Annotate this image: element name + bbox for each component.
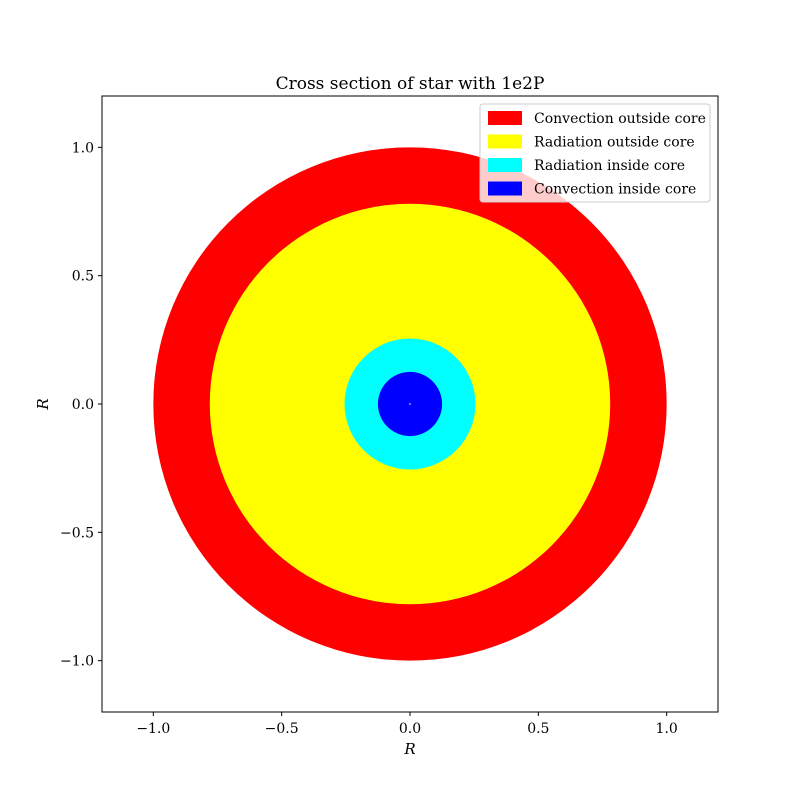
x-axis-ticks: −1.0 −0.5 0.0 0.5 1.0 [136, 712, 678, 737]
star-regions [153, 147, 667, 661]
legend: Convection outside core Radiation outside… [479, 103, 711, 203]
x-tick-label: −0.5 [265, 721, 299, 737]
x-tick-label: −1.0 [136, 721, 170, 737]
x-tick-label: 0.5 [527, 721, 549, 737]
legend-swatch-radiation-inside-core [488, 158, 522, 172]
legend-label-convection-inside-core: Convection inside core [534, 182, 696, 198]
y-tick-label: 1.0 [72, 140, 94, 156]
y-tick-label: −0.5 [60, 525, 94, 541]
chart-title: Cross section of star with 1e2P [276, 74, 545, 94]
y-tick-label: 0.5 [72, 269, 94, 285]
legend-label-convection-outside-core: Convection outside core [534, 111, 706, 127]
x-tick-label: 1.0 [656, 721, 678, 737]
legend-label-radiation-inside-core: Radiation inside core [534, 158, 685, 174]
center-mark [409, 403, 411, 405]
legend-box [479, 103, 711, 203]
legend-swatch-convection-inside-core [488, 181, 522, 196]
y-axis-ticks: −1.0 −0.5 0.0 0.5 1.0 [60, 140, 102, 670]
y-tick-label: −1.0 [60, 654, 94, 670]
legend-swatch-convection-outside-core [488, 111, 522, 125]
legend-swatch-radiation-outside-core [488, 134, 522, 149]
x-tick-label: 0.0 [399, 721, 421, 737]
y-tick-label: 0.0 [72, 397, 94, 413]
x-axis-label: R [403, 740, 415, 758]
y-axis-label: R [34, 398, 52, 410]
legend-label-radiation-outside-core: Radiation outside core [534, 135, 695, 151]
